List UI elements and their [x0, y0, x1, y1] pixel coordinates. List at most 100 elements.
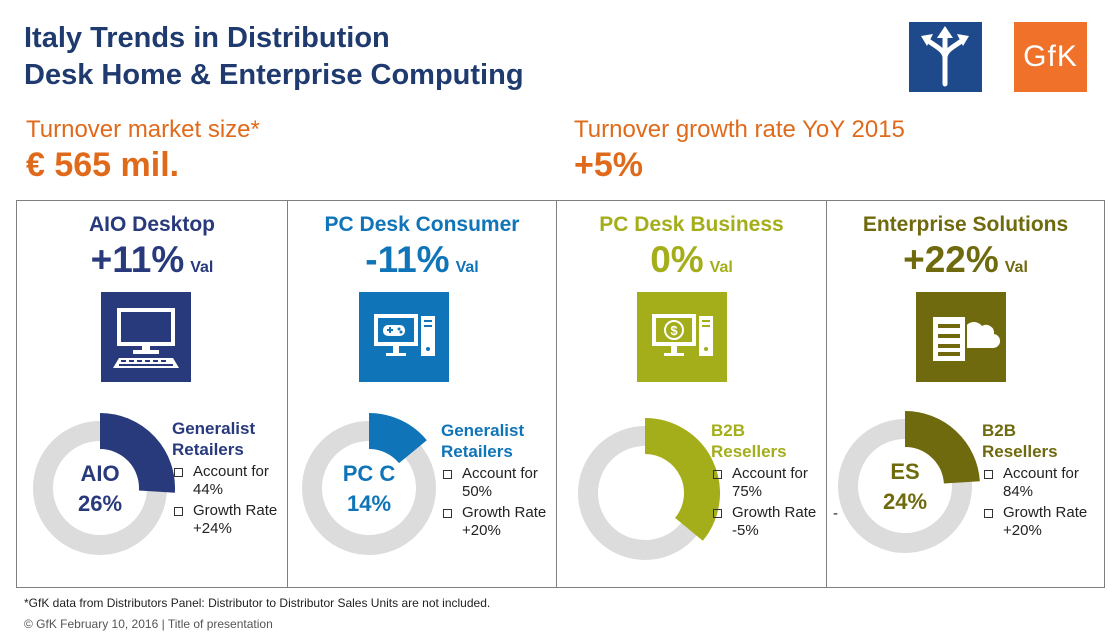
- desktop-keyboard-icon: [101, 292, 191, 382]
- segment-name: PC Desk Business: [599, 213, 784, 236]
- title-line-1: Italy Trends in Distribution: [24, 22, 390, 54]
- market-size-value: € 565 mil.: [26, 146, 180, 184]
- donut-value-label: 36%: [623, 496, 667, 521]
- panel-enterprise-solutions: Enterprise Solutions +22% Val ES 24% B2B …: [827, 201, 1104, 587]
- channel-name-line2: Resellers: [982, 442, 1058, 461]
- account-share-label: Account for: [1003, 465, 1079, 482]
- growth-rate-item-label: Growth Rate: [732, 504, 817, 521]
- checkbox-bullet-icon: [174, 507, 183, 516]
- title-line-2: Desk Home & Enterprise Computing: [24, 59, 524, 91]
- channel-info: B2B Resellers Account for 84% Growth Rate…: [982, 420, 1102, 540]
- svg-text:$: $: [670, 323, 678, 338]
- donut-center-label: PC B: [619, 466, 672, 491]
- growth-rate-label: Turnover growth rate YoY 2015: [574, 116, 905, 143]
- growth-rate-item-value: +20%: [462, 522, 501, 539]
- donut-slice-es: [904, 411, 980, 485]
- account-share-item: Account for 84%: [982, 465, 1102, 501]
- segment-growth: +22% Val: [827, 239, 1104, 281]
- growth-value: +11%: [90, 239, 185, 280]
- growth-unit: Val: [709, 259, 733, 276]
- direction-arrows-logo: [909, 22, 982, 92]
- growth-rate-value: +5%: [574, 146, 643, 184]
- growth-unit: Val: [455, 259, 479, 276]
- checkbox-bullet-icon: [713, 470, 722, 479]
- account-share-item: Account for 44%: [172, 463, 287, 499]
- account-share-label: Account for: [732, 465, 808, 482]
- account-share-label: Account for: [462, 465, 538, 482]
- checkbox-bullet-icon: [443, 509, 452, 518]
- growth-unit: Val: [1004, 259, 1028, 276]
- channel-name-line1: B2B: [982, 421, 1017, 440]
- growth-rate-item-value: -5%: [732, 522, 759, 539]
- growth-rate-item-value: +20%: [1003, 522, 1042, 539]
- account-share-value: 50%: [462, 483, 493, 500]
- channel-name-line1: B2B: [711, 421, 746, 440]
- growth-value: -11%: [365, 239, 450, 280]
- panel-divider: [287, 201, 288, 587]
- gfk-logo: GfK: [1014, 22, 1087, 92]
- segment-name: Enterprise Solutions: [862, 213, 1069, 236]
- business-pc-dollar-icon: $: [637, 292, 727, 382]
- checkbox-bullet-icon: [984, 509, 993, 518]
- server-cloud-icon: [916, 292, 1006, 382]
- segment-growth: -11% Val: [288, 239, 556, 281]
- account-share-item: Account for 75%: [711, 465, 826, 501]
- channel-info: Generalist Retailers Account for 44% Grow…: [172, 418, 287, 538]
- donut-value-label: 24%: [883, 489, 927, 514]
- account-share-value: 75%: [732, 483, 763, 500]
- segment-name: PC Desk Consumer: [324, 213, 520, 236]
- growth-rate-item: Growth Rate +20%: [441, 504, 556, 540]
- growth-rate-item-label: Growth Rate: [1003, 504, 1088, 521]
- channel-name-line2: Retailers: [172, 440, 244, 459]
- growth-rate-item-value: +24%: [193, 520, 232, 537]
- segment-growth: 0% Val: [557, 239, 826, 281]
- market-size-label: Turnover market size*: [26, 116, 260, 143]
- segments-grid: AIO Desktop +11% Val AIO 26% Generalist R…: [16, 200, 1105, 588]
- stray-dash-mark: -: [833, 505, 838, 522]
- channel-name-line2: Resellers: [711, 442, 787, 461]
- donut-center-label: AIO: [80, 461, 119, 486]
- segment-name: AIO Desktop: [88, 213, 216, 236]
- donut-slice-pc-b: [644, 418, 720, 541]
- account-share-value: 84%: [1003, 483, 1034, 500]
- growth-value: +22%: [903, 239, 999, 280]
- checkbox-bullet-icon: [713, 509, 722, 518]
- donut-slice-aio: [99, 413, 175, 493]
- panel-divider: [826, 201, 827, 587]
- footer-copyright: © GfK February 10, 2016 | Title of prese…: [24, 617, 273, 631]
- account-share-item: Account for 50%: [441, 465, 556, 501]
- donut-value-label: 14%: [347, 491, 391, 516]
- account-share-value: 44%: [193, 481, 224, 498]
- panel-pc-desk-consumer: PC Desk Consumer -11% Val PC C 14%: [288, 201, 556, 587]
- channel-info: B2B Resellers Account for 75% Growth Rate…: [711, 420, 826, 540]
- panel-aio-desktop: AIO Desktop +11% Val AIO 26% Generalist R…: [17, 201, 287, 587]
- growth-rate-item: Growth Rate -5%: [711, 504, 826, 540]
- page-title: Italy Trends in Distribution Desk Home &…: [24, 20, 524, 94]
- growth-rate-item-label: Growth Rate: [462, 504, 547, 521]
- channel-info: Generalist Retailers Account for 50% Grow…: [441, 420, 556, 540]
- footnote: *GfK data from Distributors Panel: Distr…: [24, 596, 491, 610]
- growth-rate-item: Growth Rate +20%: [982, 504, 1102, 540]
- donut-value-label: 26%: [78, 491, 122, 516]
- growth-rate-item: Growth Rate +24%: [172, 502, 287, 538]
- segment-growth: +11% Val: [17, 239, 287, 281]
- donut-pc-b: PC B 36%: [578, 418, 720, 560]
- donut-aio: AIO 26%: [33, 413, 175, 555]
- donut-es: ES 24%: [838, 411, 980, 553]
- growth-value: 0%: [650, 239, 704, 280]
- gaming-pc-icon: [359, 292, 449, 382]
- account-share-label: Account for: [193, 463, 269, 480]
- growth-unit: Val: [190, 259, 214, 276]
- split-arrows-icon: [921, 26, 969, 87]
- checkbox-bullet-icon: [984, 470, 993, 479]
- channel-name-line1: Generalist: [441, 421, 525, 440]
- checkbox-bullet-icon: [174, 468, 183, 477]
- donut-center-label: ES: [890, 459, 919, 484]
- growth-rate-item-label: Growth Rate: [193, 502, 278, 519]
- donut-slice-pc-c: [368, 413, 427, 464]
- panel-divider: [556, 201, 557, 587]
- panel-pc-desk-business: PC Desk Business 0% Val $ PC B 36% B2B: [557, 201, 826, 587]
- channel-name-line1: Generalist: [172, 419, 256, 438]
- donut-center-label: PC C: [343, 461, 396, 486]
- donut-pc-c: PC C 14%: [302, 413, 436, 555]
